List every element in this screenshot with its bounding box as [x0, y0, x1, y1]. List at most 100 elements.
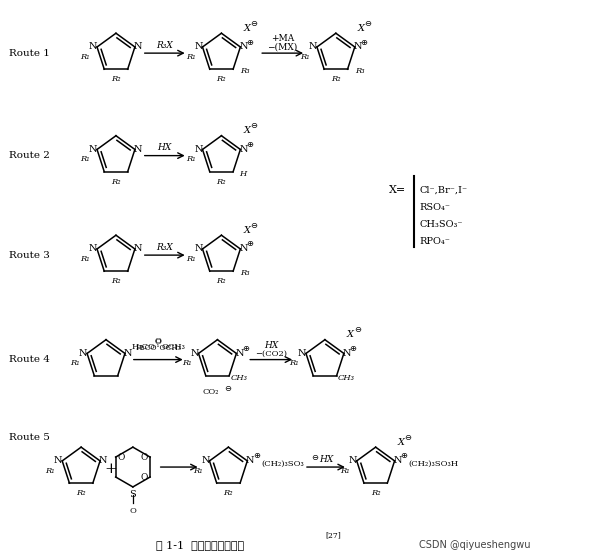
Text: N: N	[194, 245, 203, 254]
Text: R₁: R₁	[182, 359, 191, 368]
Text: Route 3: Route 3	[9, 251, 50, 260]
Text: Route 1: Route 1	[9, 48, 50, 58]
Text: N: N	[79, 349, 87, 358]
Text: ⊖: ⊖	[224, 384, 231, 393]
Text: H₃CO¹OCH₃: H₃CO¹OCH₃	[135, 344, 181, 351]
Text: −(MX): −(MX)	[267, 42, 298, 51]
Text: ⊖: ⊖	[354, 325, 361, 334]
Text: Route 4: Route 4	[9, 355, 50, 364]
Text: X: X	[347, 330, 354, 339]
Text: R₁: R₁	[80, 53, 90, 61]
Text: HX: HX	[264, 341, 278, 350]
Text: [27]: [27]	[325, 532, 341, 540]
Text: S: S	[129, 490, 136, 499]
Text: N: N	[298, 349, 306, 358]
Text: N: N	[343, 349, 351, 358]
Text: O: O	[155, 337, 162, 345]
Text: ⊕: ⊕	[246, 140, 253, 149]
Text: RPO₄⁻: RPO₄⁻	[419, 237, 451, 246]
Text: R₁: R₁	[186, 53, 196, 61]
Text: Route 2: Route 2	[9, 151, 50, 160]
Text: R₂: R₂	[77, 489, 86, 497]
Text: R₂: R₂	[224, 489, 233, 497]
Text: R₁: R₁	[45, 467, 55, 475]
Text: HX: HX	[158, 143, 172, 152]
Text: ⊕: ⊕	[360, 37, 367, 47]
Text: ⊖: ⊖	[250, 121, 257, 130]
Text: N: N	[394, 456, 402, 465]
Text: O: O	[155, 337, 162, 346]
Text: O: O	[141, 453, 148, 461]
Text: X: X	[398, 438, 405, 446]
Text: HX: HX	[319, 455, 333, 464]
Text: N: N	[89, 42, 97, 52]
Text: R₂: R₂	[111, 178, 121, 186]
Text: CH₃: CH₃	[230, 374, 248, 381]
Text: R₁: R₁	[186, 156, 196, 163]
Text: H₃CO: H₃CO	[131, 342, 155, 351]
Text: O: O	[141, 473, 148, 481]
Text: R₂: R₂	[371, 489, 381, 497]
Text: ⊕: ⊕	[349, 344, 356, 353]
Text: N: N	[309, 42, 317, 52]
Text: CO₂: CO₂	[202, 388, 219, 396]
Text: R₁: R₁	[70, 359, 80, 368]
Text: ⊖: ⊖	[250, 221, 257, 230]
Text: N: N	[190, 349, 199, 358]
Text: R₂: R₂	[111, 75, 121, 83]
Text: N: N	[124, 349, 132, 358]
Text: O: O	[118, 453, 125, 461]
Text: N: N	[349, 456, 357, 465]
Text: N: N	[354, 42, 362, 52]
Text: R₁: R₁	[80, 156, 90, 163]
Text: X: X	[243, 126, 250, 135]
Text: R₂: R₂	[331, 75, 341, 83]
Text: N: N	[239, 42, 248, 52]
Text: X: X	[243, 24, 250, 33]
Text: X: X	[243, 226, 250, 235]
Text: CH₃SO₃⁻: CH₃SO₃⁻	[419, 220, 463, 229]
Text: ⊖: ⊖	[365, 19, 371, 28]
Text: R₃: R₃	[240, 67, 250, 75]
Text: ⊖: ⊖	[405, 433, 411, 441]
Text: ⊕: ⊕	[246, 37, 253, 47]
Text: N: N	[201, 456, 210, 465]
Text: 图 1-1  离子液体合成方法: 图 1-1 离子液体合成方法	[156, 540, 244, 550]
Text: OCH₃: OCH₃	[161, 342, 185, 351]
Text: R₁: R₁	[289, 359, 299, 368]
Text: (CH₂)₃SO₃: (CH₂)₃SO₃	[261, 460, 304, 468]
Text: R₁: R₁	[192, 467, 202, 475]
Text: ⊕: ⊕	[246, 240, 253, 249]
Text: R₁: R₁	[186, 255, 196, 263]
Text: R₁: R₁	[80, 255, 90, 263]
Text: Cl⁻,Br⁻,I⁻: Cl⁻,Br⁻,I⁻	[419, 186, 468, 195]
Text: Route 5: Route 5	[9, 433, 50, 441]
Text: N: N	[246, 456, 254, 465]
Text: X=: X=	[389, 186, 406, 196]
Text: ⊕: ⊕	[242, 344, 249, 353]
Text: N: N	[194, 145, 203, 154]
Text: N: N	[54, 456, 63, 465]
Text: R₂: R₂	[111, 277, 121, 285]
Text: R₂: R₂	[216, 178, 226, 186]
Text: CSDN @qiyueshengwu: CSDN @qiyueshengwu	[419, 540, 531, 550]
Text: R₃X: R₃X	[156, 41, 173, 49]
Text: CH₃: CH₃	[338, 374, 355, 381]
Text: O: O	[129, 507, 136, 515]
Text: R₁: R₁	[340, 467, 349, 475]
Text: R₃: R₃	[355, 67, 364, 75]
Text: R₂: R₂	[216, 75, 226, 83]
Text: RSO₄⁻: RSO₄⁻	[419, 203, 451, 212]
Text: (CH₂)₃SO₃H: (CH₂)₃SO₃H	[408, 460, 459, 468]
Text: N: N	[239, 245, 248, 254]
Text: +MA: +MA	[271, 34, 294, 43]
Text: H: H	[240, 170, 246, 178]
Text: N: N	[134, 245, 142, 254]
Text: N: N	[89, 245, 97, 254]
Text: N: N	[99, 456, 107, 465]
Text: R₂: R₂	[216, 277, 226, 285]
Text: ⊖: ⊖	[250, 19, 257, 28]
Text: N: N	[134, 145, 142, 154]
Text: X: X	[358, 24, 365, 33]
Text: ⊕: ⊕	[253, 451, 260, 460]
